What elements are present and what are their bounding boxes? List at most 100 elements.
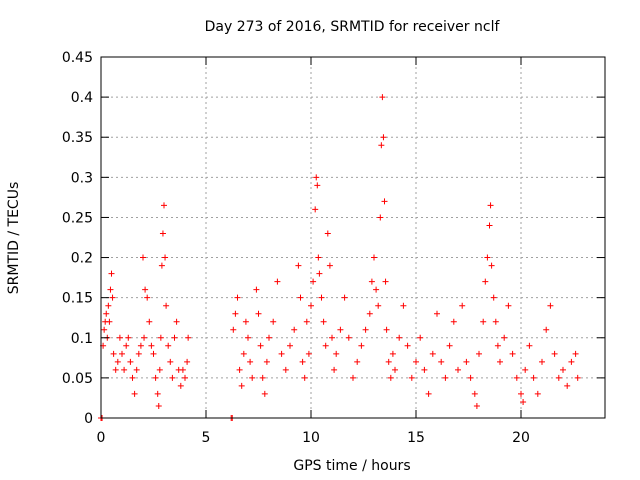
- data-point: [318, 294, 325, 301]
- data-point: [278, 350, 285, 357]
- data-point: [299, 358, 306, 365]
- x-tick-label: 10: [302, 430, 320, 446]
- data-point: [329, 334, 335, 341]
- data-point: [257, 342, 264, 349]
- y-axis-label: SRMTID / TECUs: [6, 182, 22, 295]
- data-point: [112, 366, 119, 373]
- data-point: [105, 302, 112, 309]
- data-point: [331, 366, 338, 373]
- data-point: [108, 270, 115, 277]
- data-point: [383, 326, 390, 333]
- data-point: [486, 222, 493, 229]
- data-point: [396, 334, 403, 341]
- data-point: [249, 374, 256, 381]
- data-point: [482, 278, 489, 285]
- y-tick-label: 0.3: [71, 170, 93, 186]
- data-point: [263, 358, 270, 365]
- data-point: [106, 318, 113, 325]
- data-point: [312, 206, 319, 213]
- data-point: [350, 374, 356, 381]
- data-point: [442, 374, 449, 381]
- plot-frame: [100, 56, 606, 419]
- y-tick-label: 0.2: [71, 251, 93, 267]
- data-point: [291, 326, 298, 333]
- data-point: [295, 262, 302, 269]
- data-point: [270, 318, 277, 325]
- data-point: [574, 374, 581, 381]
- data-point: [125, 334, 132, 341]
- data-point: [322, 342, 329, 349]
- data-point: [476, 350, 482, 357]
- data-point: [480, 318, 487, 325]
- data-point: [305, 350, 312, 357]
- data-point: [310, 278, 317, 285]
- data-point: [152, 374, 159, 381]
- data-point: [103, 310, 110, 317]
- data-point: [242, 318, 249, 325]
- data-point: [375, 302, 382, 309]
- data-point: [434, 310, 440, 317]
- data-point: [368, 278, 375, 285]
- data-point: [494, 342, 501, 349]
- data-point: [572, 350, 579, 357]
- data-point: [389, 350, 396, 357]
- data-point: [467, 374, 474, 381]
- data-point: [159, 230, 166, 237]
- data-point: [167, 358, 174, 365]
- data-point: [230, 326, 237, 333]
- data-point: [392, 366, 398, 373]
- data-point: [505, 302, 512, 309]
- data-point: [484, 254, 491, 261]
- data-point: [421, 366, 428, 373]
- data-point: [156, 366, 163, 373]
- data-point: [358, 342, 365, 349]
- data-point: [400, 302, 407, 309]
- data-point: [408, 374, 415, 381]
- data-point: [320, 318, 327, 325]
- data-point: [107, 286, 114, 293]
- data-point: [366, 310, 373, 317]
- data-point: [413, 358, 419, 365]
- data-point: [131, 390, 138, 397]
- data-point: [287, 342, 293, 349]
- data-point: [155, 402, 162, 409]
- data-point: [110, 350, 117, 357]
- data-point: [362, 326, 369, 333]
- y-tick-label: 0.05: [62, 371, 93, 387]
- data-point: [518, 390, 524, 397]
- data-point: [429, 350, 436, 357]
- x-tick-label: 20: [512, 430, 530, 446]
- data-point: [568, 358, 575, 365]
- data-point: [547, 302, 554, 309]
- data-point: [236, 366, 243, 373]
- data-point: [141, 334, 148, 341]
- data-point: [455, 366, 461, 373]
- data-point: [534, 390, 541, 397]
- data-point: [520, 398, 527, 405]
- data-point: [121, 366, 128, 373]
- data-point: [326, 262, 333, 269]
- data-point: [492, 318, 499, 325]
- data-point: [564, 382, 571, 389]
- y-tick-label: 0.4: [71, 90, 93, 106]
- data-point: [165, 342, 172, 349]
- data-point: [154, 390, 161, 397]
- data-point: [247, 358, 254, 365]
- data-point: [171, 334, 178, 341]
- y-tick-label: 0.1: [71, 331, 93, 347]
- data-point: [315, 254, 322, 261]
- chart-title: Day 273 of 2016, SRMTID for receiver ncl…: [205, 19, 501, 35]
- data-point: [123, 342, 130, 349]
- data-point: [129, 374, 136, 381]
- data-point: [341, 294, 348, 301]
- data-point: [161, 202, 167, 209]
- data-point: [381, 198, 388, 205]
- data-point: [173, 318, 180, 325]
- data-point: [513, 374, 520, 381]
- y-tick-label: 0.45: [62, 50, 93, 66]
- data-point: [137, 342, 144, 349]
- data-point: [146, 318, 153, 325]
- data-point: [238, 382, 245, 389]
- data-point: [543, 326, 550, 333]
- data-point: [119, 350, 125, 357]
